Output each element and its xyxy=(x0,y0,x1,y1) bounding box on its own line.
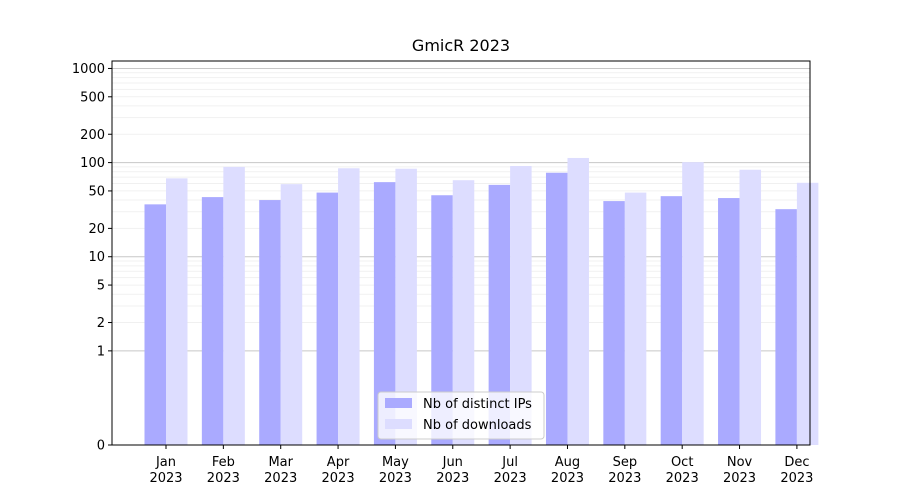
y-tick-label: 500 xyxy=(80,90,105,105)
bar-downloads xyxy=(739,169,762,445)
y-axis: 0 1 2 5 10 20 50 100 200 500 1000 xyxy=(72,62,112,454)
bar-downloads xyxy=(452,180,475,445)
x-tick-label: Nov 2023 xyxy=(723,455,756,486)
x-tick-label: Oct 2023 xyxy=(666,455,699,486)
bar-distinct-ips xyxy=(373,182,396,445)
y-tick-label: 5 xyxy=(97,279,105,294)
legend-swatch-ips xyxy=(385,398,412,408)
x-tick-label: May 2023 xyxy=(379,455,412,486)
bar-distinct-ips xyxy=(488,184,511,445)
bar-downloads xyxy=(510,165,532,445)
bar-downloads xyxy=(338,168,360,446)
x-tick-label: Apr 2023 xyxy=(322,455,355,486)
bar-distinct-ips xyxy=(775,209,797,445)
bar-distinct-ips xyxy=(316,192,339,445)
bar-distinct-ips xyxy=(201,197,224,445)
bar-downloads xyxy=(223,166,245,446)
bar-downloads xyxy=(395,168,417,445)
legend-swatch-downloads xyxy=(385,419,412,429)
legend: Nb of distinct IPs Nb of downloads xyxy=(377,391,545,440)
y-tick-label: 100 xyxy=(80,156,105,171)
y-tick-label: 1000 xyxy=(72,62,105,77)
bar-downloads xyxy=(796,182,819,445)
bars xyxy=(144,157,819,446)
x-tick-label: Feb 2023 xyxy=(207,455,240,486)
y-tick-label: 1 xyxy=(97,344,105,359)
y-tick-label: 20 xyxy=(88,222,105,237)
x-tick-label: Dec 2023 xyxy=(780,455,813,486)
bar-distinct-ips xyxy=(603,201,625,445)
plot-frame xyxy=(111,60,811,446)
x-tick-label: Mar 2023 xyxy=(264,455,297,486)
bar-downloads xyxy=(567,157,589,446)
bar-distinct-ips xyxy=(144,204,166,445)
y-tick-label: 2 xyxy=(97,316,105,331)
legend-label-downloads: Nb of downloads xyxy=(423,418,532,433)
y-tick-label: 200 xyxy=(80,128,105,143)
y-tick-label: 50 xyxy=(88,184,105,199)
bar-distinct-ips xyxy=(431,195,453,445)
legend-label-ips: Nb of distinct IPs xyxy=(423,397,532,412)
chart-title: GmicR 2023 xyxy=(412,36,510,55)
x-tick-label: Sep 2023 xyxy=(608,455,641,486)
y-tick-label: 10 xyxy=(88,250,105,265)
bar-downloads xyxy=(280,184,303,445)
legend-box xyxy=(377,391,545,440)
x-tick-label: Jun 2023 xyxy=(436,455,469,486)
x-tick-label: Aug 2023 xyxy=(551,455,584,486)
bar-distinct-ips xyxy=(660,196,683,445)
bar-distinct-ips xyxy=(545,172,568,445)
x-tick-label: Jul 2023 xyxy=(494,455,527,486)
bar-downloads xyxy=(624,192,647,445)
x-axis: Jan 2023 Feb 2023 Mar 2023 Apr 2023 May 2023 Jun 20… xyxy=(149,445,813,486)
x-tick-label: Jan 2023 xyxy=(149,455,182,486)
bar-distinct-ips xyxy=(718,198,740,445)
y-tick-label: 0 xyxy=(97,439,105,454)
bar-distinct-ips xyxy=(259,200,281,445)
bar-downloads xyxy=(166,178,188,445)
bar-downloads xyxy=(682,162,704,445)
